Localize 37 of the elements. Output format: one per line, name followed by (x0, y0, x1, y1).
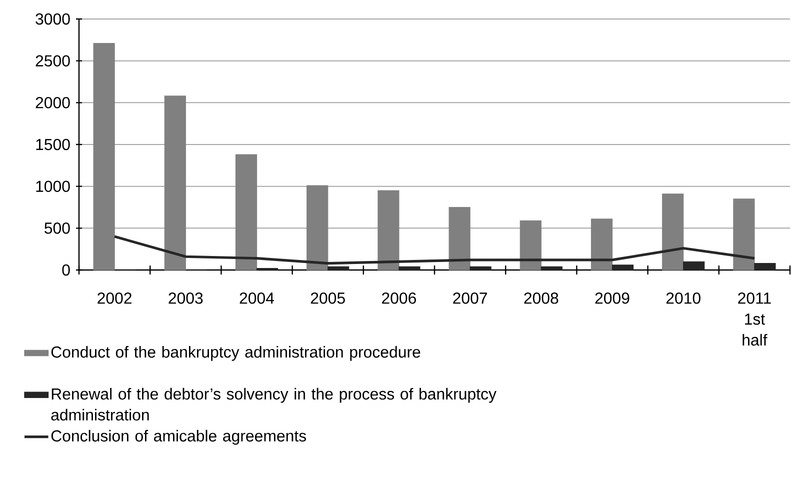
y-tick-label: 1500 (36, 138, 70, 150)
bar (733, 198, 755, 270)
bar (93, 42, 115, 270)
x-tick-label: 2010 (666, 292, 700, 304)
bar (378, 190, 400, 270)
y-tick-label: 1000 (36, 180, 70, 192)
y-tick-label: 3000 (36, 13, 70, 25)
legend-label: Conduct of the bankruptcy administration procedure (51, 346, 420, 361)
x-tick-label: 2006 (382, 292, 416, 304)
bar (470, 266, 492, 270)
bar (235, 154, 258, 270)
y-tick-label: 2500 (36, 55, 70, 66)
x-tick-label: 2002 (98, 292, 132, 304)
x-tick-label: 2009 (595, 292, 630, 304)
bar (164, 96, 186, 270)
y-tick-label: 0 (62, 264, 70, 276)
x-tick-label: 2011 1st half (738, 292, 771, 346)
bar (520, 220, 542, 270)
x-tick-label: 2003 (168, 292, 203, 304)
bar (590, 218, 613, 270)
x-tick-label: 2004 (240, 292, 274, 304)
bar (540, 266, 562, 270)
bar (683, 261, 705, 270)
bar (398, 266, 420, 270)
bar (306, 185, 328, 270)
bar (662, 194, 684, 270)
legend-label: Conclusion of amicable agreements (51, 430, 306, 445)
bar (754, 263, 776, 270)
bar (448, 206, 470, 270)
y-tick-label: 500 (44, 222, 70, 234)
bar (328, 266, 350, 270)
y-tick-label: 2000 (36, 97, 70, 108)
x-tick-label: 2008 (524, 292, 558, 304)
bar (612, 264, 634, 270)
legend-label: Renewal of the debtor’s solvency in the process of bankruptcy administration (51, 388, 496, 421)
x-tick-label: 2007 (453, 292, 487, 304)
x-tick-label: 2005 (310, 292, 345, 304)
